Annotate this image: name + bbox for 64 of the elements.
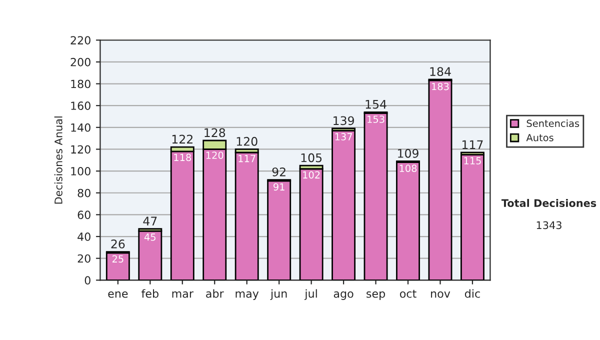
x-tick-label: mar — [172, 291, 194, 298]
total-label: 120 — [236, 136, 258, 146]
bar — [170, 150, 194, 280]
x-tick-label: jul — [304, 289, 317, 300]
data-label: 108 — [400, 164, 417, 172]
data-label: 120 — [206, 152, 224, 159]
total-label: 47 — [143, 216, 157, 226]
data-label: 102 — [303, 171, 320, 179]
total-label: 184 — [430, 67, 451, 76]
x-tick-label: nov — [431, 291, 450, 298]
total-label: 139 — [334, 116, 354, 126]
y-tick-label: 80 — [78, 188, 90, 198]
data-label: 115 — [464, 157, 481, 164]
text: 1343 — [536, 221, 562, 230]
x-tick-label: sep — [366, 291, 386, 300]
total-label: 122 — [172, 134, 192, 144]
data-label: 25 — [112, 255, 124, 263]
bar — [460, 154, 484, 280]
y-tick-label: 100 — [71, 167, 90, 176]
y-tick-label: 20 — [78, 254, 90, 263]
y-tick-label: 120 — [71, 145, 90, 154]
y-tick-label: 0 — [84, 276, 90, 285]
bar — [428, 80, 452, 280]
bar — [364, 112, 388, 280]
total-label: 26 — [111, 239, 125, 248]
x-tick-label: oct — [400, 290, 416, 298]
total-label: 154 — [366, 100, 386, 109]
y-axis-title: Decisiones Anual — [54, 116, 62, 204]
bar — [299, 168, 324, 280]
data-label: 117 — [238, 154, 256, 162]
y-tick-label: 140 — [71, 123, 90, 132]
data-label: 91 — [274, 183, 284, 191]
data-label: 118 — [174, 154, 192, 162]
bar — [332, 130, 356, 280]
x-tick-label: jun — [270, 289, 287, 300]
data-label: 183 — [432, 82, 449, 90]
data-label: 137 — [335, 133, 352, 140]
total-label: 92 — [272, 167, 286, 176]
y-tick-label: 180 — [71, 80, 90, 88]
bar — [396, 162, 420, 280]
bar — [234, 152, 259, 280]
text: Total Decisiones — [501, 198, 596, 208]
bar — [138, 230, 162, 280]
total-label: 128 — [204, 128, 226, 138]
legend-label: Autos — [526, 134, 554, 142]
bar — [267, 180, 292, 280]
x-tick-label: abr — [206, 289, 224, 298]
y-tick-label: 160 — [71, 102, 90, 110]
data-label: 153 — [368, 116, 384, 123]
legend-label: Sentencias — [526, 119, 580, 128]
x-tick-label: feb — [142, 289, 158, 298]
x-tick-label: ene — [108, 291, 128, 298]
x-tick-label: ago — [334, 291, 354, 300]
total-label: 117 — [462, 140, 483, 149]
y-tick-label: 220 — [70, 36, 90, 44]
y-tick-label: 60 — [78, 210, 90, 220]
y-tick-label: 40 — [78, 232, 90, 241]
bar — [106, 252, 130, 280]
data-label: 45 — [144, 234, 156, 241]
x-tick-label: may — [236, 291, 259, 300]
x-tick-label: dic — [464, 289, 480, 298]
total-label: 105 — [301, 153, 322, 162]
total-label: 109 — [398, 148, 418, 158]
y-tick-label: 200 — [70, 58, 90, 66]
